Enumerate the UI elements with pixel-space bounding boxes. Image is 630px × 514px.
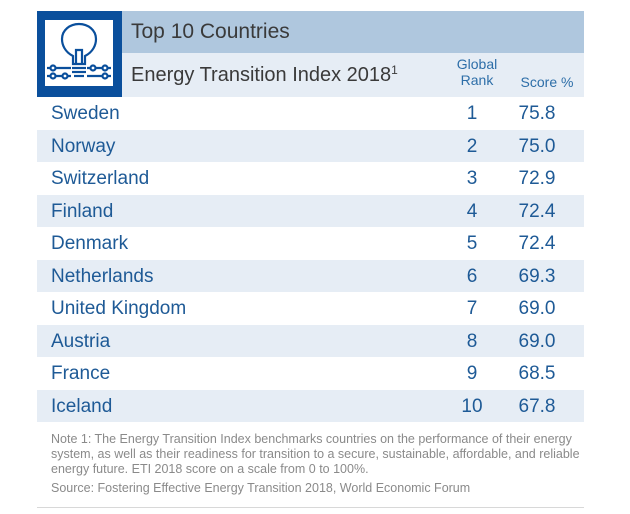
lightbulb-circuit-icon — [45, 20, 113, 86]
title-band: Top 10 Countries — [122, 11, 584, 53]
country-cell: Norway — [51, 135, 116, 157]
rank-cell: 9 — [466, 363, 478, 384]
rank-cell: 6 — [466, 265, 478, 287]
table-row: Switzerland 3 72.9 — [37, 162, 584, 195]
country-cell: Switzerland — [51, 168, 150, 189]
rank-cell: 5 — [466, 233, 478, 254]
rank-cell: 8 — [466, 330, 478, 352]
country-cell: Denmark — [51, 233, 129, 254]
score-cell: 67.8 — [518, 395, 556, 417]
table-row: Iceland 10 67.8 — [37, 389, 584, 422]
country-cell: Austria — [51, 330, 111, 352]
icon-box — [37, 11, 122, 97]
table-row: France 9 68.5 — [37, 357, 584, 390]
country-cell: Iceland — [51, 395, 113, 417]
column-header-rank-line1: Global — [456, 56, 498, 72]
note-text: Note 1: The Energy Transition Index benc… — [51, 432, 580, 476]
score-cell: 69.3 — [518, 265, 556, 287]
table-row: Finland 4 72.4 — [37, 194, 584, 227]
table-title: Top 10 Countries — [131, 20, 290, 43]
table-row: Denmark 5 72.4 — [37, 227, 584, 260]
footnote-marker: 1 — [391, 63, 398, 77]
table-row: Netherlands 6 69.3 — [37, 259, 584, 292]
score-cell: 72.4 — [518, 233, 556, 254]
country-cell: Finland — [51, 200, 114, 222]
table-row: Austria 8 69.0 — [37, 324, 584, 357]
score-cell: 75.0 — [518, 135, 556, 157]
country-cell: Netherlands — [51, 265, 154, 287]
table-row: Norway 2 75.0 — [37, 129, 584, 162]
rank-cell: 7 — [466, 298, 478, 319]
country-cell: France — [51, 363, 111, 384]
score-cell: 72.9 — [518, 168, 556, 189]
table-subtitle: Energy Transition Index 20181 — [131, 63, 398, 87]
subtitle-band: Energy Transition Index 20181 Global Ran… — [122, 53, 584, 97]
column-header-rank: Global Rank — [452, 56, 502, 88]
table-row: United Kingdom 7 69.0 — [37, 292, 584, 325]
source-text: Source: Fostering Effective Energy Trans… — [51, 481, 471, 495]
country-cell: United Kingdom — [51, 298, 187, 319]
score-cell: 69.0 — [518, 330, 556, 352]
score-cell: 72.4 — [518, 200, 556, 222]
score-cell: 69.0 — [518, 298, 556, 319]
score-cell: 75.8 — [518, 103, 556, 124]
rank-cell: 2 — [466, 135, 478, 157]
score-cell: 68.5 — [518, 363, 556, 384]
table-row: Sweden 1 75.8 — [37, 97, 584, 130]
country-cell: Sweden — [51, 103, 120, 124]
rank-cell: 4 — [466, 200, 478, 222]
divider — [37, 507, 584, 508]
rank-cell: 1 — [466, 103, 478, 124]
ranking-table: Top 10 Countries Energy Transition Index… — [37, 11, 584, 422]
table-body: Sweden 1 75.8 Norway 2 75.0 Switzerland 3 72.9 Fi… — [37, 97, 584, 422]
subtitle-text: Energy Transition Index 2018 — [131, 64, 392, 86]
column-header-rank-line2: Rank — [460, 72, 494, 88]
table-header: Top 10 Countries Energy Transition Index… — [37, 11, 584, 97]
footnotes: Note 1: The Energy Transition Index benc… — [51, 432, 581, 496]
rank-cell: 3 — [466, 168, 478, 189]
rank-cell: 10 — [461, 395, 483, 417]
column-header-score: Score % — [520, 74, 574, 90]
